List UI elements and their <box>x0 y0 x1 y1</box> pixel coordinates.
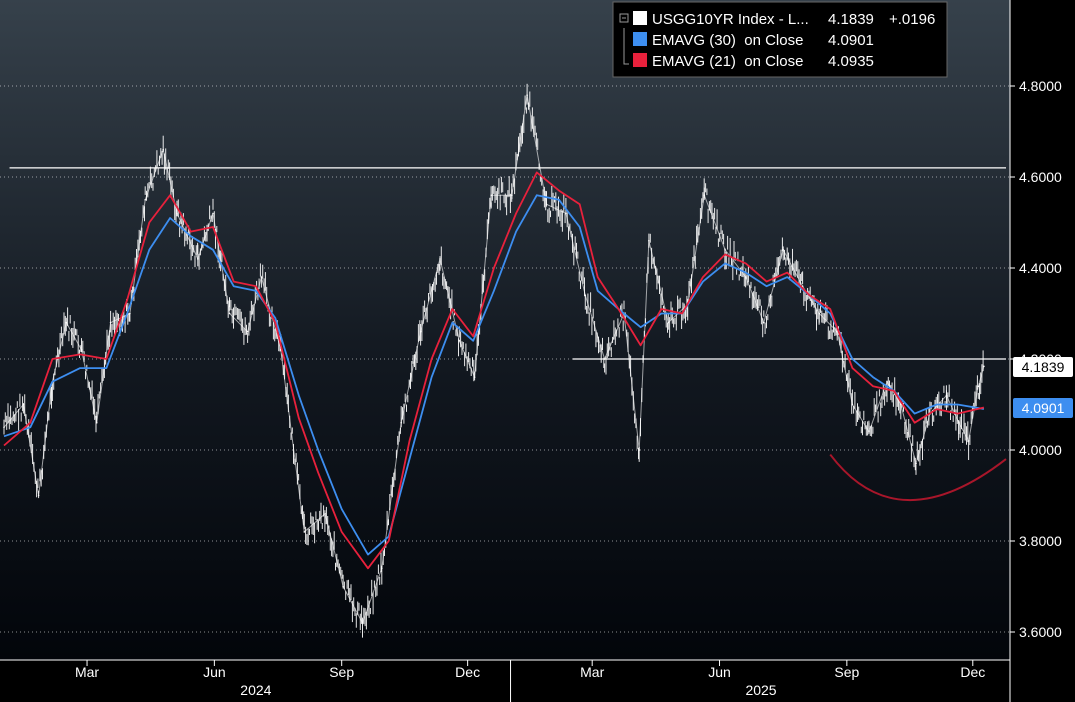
series-point-index <box>818 312 820 315</box>
series-point-index <box>638 449 640 451</box>
ema30-price-tag: 4.0901 <box>1013 398 1073 418</box>
series-point-index <box>967 440 970 442</box>
series-lines <box>3 83 985 638</box>
series-point-index <box>648 239 650 242</box>
legend-item-ema30[interactable]: EMAVG (30) on Close 4.0901 <box>633 32 874 49</box>
y-tick-label: 3.8000 <box>1019 533 1062 549</box>
x-tick-label: Mar <box>580 664 604 680</box>
axis-background <box>1010 0 1075 702</box>
y-axis: 3.60003.80004.00004.20004.40004.60004.80… <box>1010 78 1062 640</box>
legend-ema30-value: 4.0901 <box>828 32 874 49</box>
series-point-index <box>228 312 231 315</box>
series-line-ema21 <box>3 171 985 570</box>
series-point-index <box>545 203 548 206</box>
series-point-index <box>782 249 784 251</box>
series-point-index <box>3 426 5 429</box>
series-point-index <box>80 349 83 351</box>
x-tick-label: Dec <box>455 664 480 680</box>
series-point-index <box>490 194 493 196</box>
legend-index-value: 4.1839 <box>828 11 874 28</box>
series-point-index <box>361 622 364 624</box>
series-point-index <box>419 330 422 333</box>
last-price-tag: 4.1839 <box>1013 357 1073 377</box>
legend-ema21-value: 4.0935 <box>828 53 874 70</box>
year-label: 2024 <box>240 682 271 698</box>
series-point-index <box>958 421 960 424</box>
series-point-index <box>565 212 567 215</box>
series-point-index <box>246 330 249 333</box>
y-tick-label: 4.0000 <box>1019 442 1062 458</box>
series-point-index <box>983 365 985 368</box>
series-point-index <box>526 94 528 96</box>
series-point-index <box>915 462 917 465</box>
x-tick-label: Sep <box>834 664 859 680</box>
year-label: 2025 <box>745 682 776 698</box>
y-tick-label: 3.6000 <box>1019 624 1062 640</box>
series-point-index <box>95 421 98 424</box>
series-point-index <box>197 258 199 260</box>
series-point-index <box>381 567 383 570</box>
series-point-index <box>324 512 326 515</box>
series-point-index <box>977 385 980 388</box>
legend-ema21-label: EMAVG (21) on Close <box>652 53 803 70</box>
series-point-index <box>945 394 948 397</box>
series-point-index <box>584 294 587 297</box>
series-point-index <box>703 194 706 196</box>
x-tick-label: Jun <box>708 664 731 680</box>
y-tick-label: 4.4000 <box>1019 260 1062 276</box>
legend-index-label: USGG10YR Index - L... <box>652 11 809 28</box>
series-point-index <box>763 321 765 324</box>
series-point-index <box>900 403 902 406</box>
series-point-index <box>65 321 68 324</box>
series-point-index <box>603 358 606 360</box>
series-point-index <box>851 403 854 406</box>
series-point-index <box>886 380 888 383</box>
rounding-bottom-arc <box>829 453 1007 502</box>
series-point-index <box>109 321 112 324</box>
series-point-index <box>868 431 870 433</box>
series-point-index <box>162 148 164 151</box>
series-point-index <box>176 212 178 215</box>
x-axis: Mar Jun Sep Dec Mar Jun Sep Dec 2024 2025 <box>75 660 985 702</box>
x-axis-background <box>0 660 1010 702</box>
ema30-price-tag-label: 4.0901 <box>1022 400 1065 416</box>
series-point-index <box>342 585 344 588</box>
legend: USGG10YR Index - L... 4.1839 +.0196 EMAV… <box>612 1 948 78</box>
y-tick-label: 4.8000 <box>1019 78 1062 94</box>
gridlines <box>0 85 1010 633</box>
series-point-index <box>473 376 476 379</box>
series-line-ema30 <box>3 194 985 556</box>
series-point-index <box>144 199 146 201</box>
x-tick-label: Mar <box>75 664 99 680</box>
annotations <box>9 167 1007 502</box>
series-point-index <box>745 276 747 278</box>
series-point-index <box>511 194 513 196</box>
legend-index-change: +.0196 <box>889 11 935 28</box>
legend-item-index[interactable]: USGG10YR Index - L... 4.1839 +.0196 <box>633 11 935 28</box>
series-point-index <box>439 258 441 260</box>
series-point-index <box>458 340 461 342</box>
series-point-index <box>667 321 670 324</box>
series-point-index <box>724 249 726 251</box>
series-point-index <box>260 276 263 278</box>
series-point-index <box>303 531 306 533</box>
legend-item-ema21[interactable]: EMAVG (21) on Close 4.0935 <box>633 53 874 70</box>
series-point-index <box>400 421 403 424</box>
series-point-index <box>22 403 25 406</box>
y-tick-label: 4.6000 <box>1019 169 1062 185</box>
last-price-tag-label: 4.1839 <box>1022 359 1065 375</box>
x-tick-label: Jun <box>203 664 226 680</box>
x-tick-label: Sep <box>329 664 354 680</box>
series-point-index <box>129 312 131 315</box>
series-point-index <box>212 212 214 215</box>
series-point-index <box>37 494 40 497</box>
legend-ema30-label: EMAVG (30) on Close <box>652 32 803 49</box>
series-point-index <box>836 330 838 333</box>
plot-background <box>0 0 1010 660</box>
x-tick-label: Dec <box>960 664 985 680</box>
